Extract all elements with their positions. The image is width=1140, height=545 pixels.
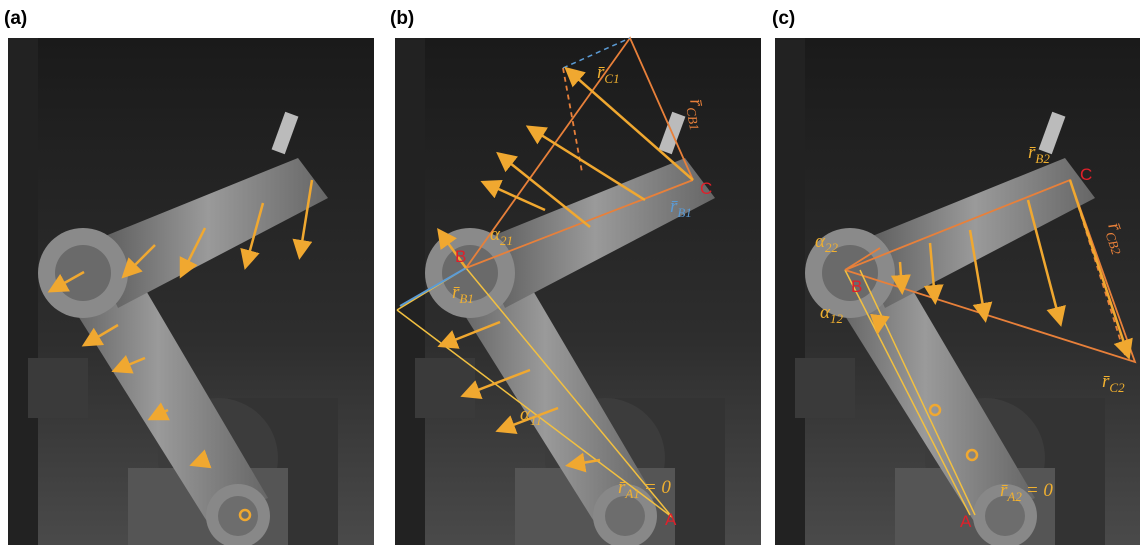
point-label: A: [665, 510, 677, 529]
photo: [775, 38, 1140, 545]
point-label: B: [455, 247, 466, 266]
photo: [8, 38, 374, 545]
panel-label: (b): [390, 8, 414, 29]
figure: (a) (b) (c) B C A r̄C1: [0, 0, 1140, 545]
point-label: A: [960, 512, 972, 531]
panel-label: (a): [4, 8, 27, 29]
photo: [395, 38, 761, 545]
point-label: C: [700, 179, 712, 198]
panel-label: (c): [772, 8, 795, 29]
point-label: B: [851, 277, 862, 296]
point-label: C: [1080, 165, 1092, 184]
